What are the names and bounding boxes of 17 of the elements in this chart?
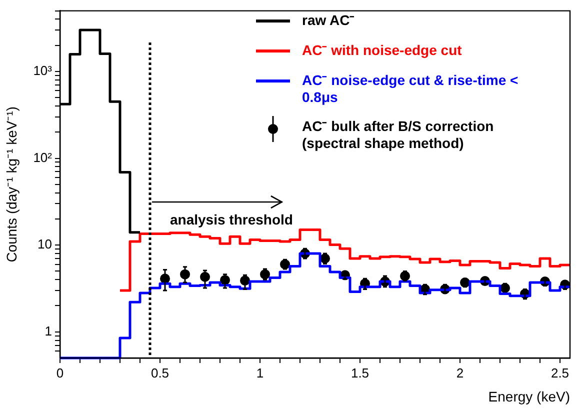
y-tick-label: 10² <box>33 150 53 165</box>
ref-line-label: analysis threshold <box>170 212 293 228</box>
y-tick-label: 10³ <box>33 63 53 78</box>
x-axis-title: Energy (keV) <box>488 388 570 404</box>
x-tick-label: 0 <box>56 365 64 380</box>
legend-label: AC⁻ noise-edge cut & rise-time < 0.8μs <box>302 72 520 106</box>
x-tick-label: 2.5 <box>550 365 570 380</box>
legend-label: AC⁻ bulk after B/S correction (spectral shape method) <box>302 118 495 152</box>
y-axis-title: Counts (day⁻¹ kg⁻¹ keV⁻¹) <box>3 106 20 262</box>
x-tick-label: 2 <box>456 365 464 380</box>
x-tick-label: 1 <box>256 365 264 380</box>
y-tick-label: 1 <box>44 323 52 338</box>
legend-label: AC⁻ with noise-edge cut <box>302 42 462 59</box>
x-tick-label: 0.5 <box>150 365 170 380</box>
legend-label: raw AC⁻ <box>302 12 355 29</box>
x-tick-label: 1.5 <box>350 365 370 380</box>
y-tick-label: 10 <box>38 236 52 252</box>
